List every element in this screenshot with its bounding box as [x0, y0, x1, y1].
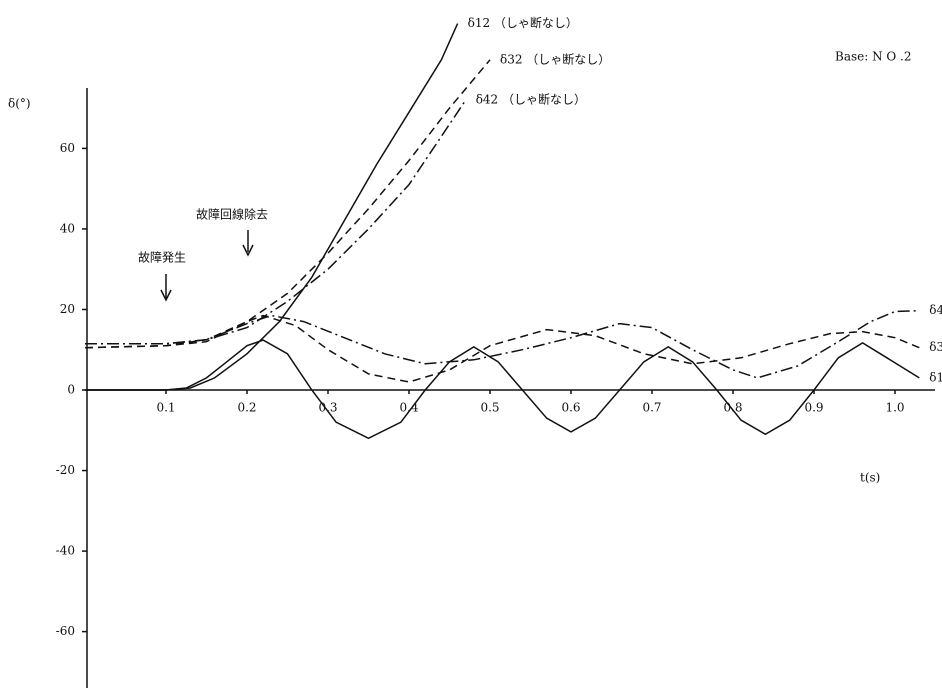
x-tick-label: 0.7 — [642, 401, 661, 415]
y-tick-label: 60 — [60, 141, 75, 155]
arrow — [160, 289, 172, 302]
y-axis-label: δ(°) — [8, 97, 31, 111]
x-tick-label: 0.1 — [156, 401, 175, 415]
y-tick-label: -20 — [56, 463, 75, 477]
series-label: δ42 — [929, 303, 942, 317]
series-line — [85, 339, 920, 440]
chart-title: Base: N O .2 — [835, 50, 912, 64]
x-tick-label: 0.9 — [804, 401, 823, 415]
series-label: δ12 （しゃ断なし） — [468, 15, 578, 30]
annotation: 故障回線除去 — [196, 207, 268, 222]
y-tick-label: -40 — [56, 544, 75, 558]
series-label: δ42 （しゃ断なし） — [476, 92, 586, 107]
series-label: δ12 — [929, 370, 942, 384]
series-line — [85, 99, 467, 345]
x-tick-label: 0.6 — [561, 401, 580, 415]
x-tick-label: 0.5 — [480, 401, 499, 415]
x-tick-label: 0.2 — [237, 401, 256, 415]
y-tick-label: 0 — [67, 383, 75, 397]
series-label: δ32 （しゃ断なし） — [500, 51, 610, 66]
y-tick-label: -60 — [56, 624, 75, 638]
x-tick-label: 1.0 — [885, 401, 904, 415]
y-tick-label: 40 — [60, 221, 75, 235]
series-line — [84, 59, 491, 349]
series-line — [85, 23, 459, 391]
x-axis-label: t(s) — [860, 471, 880, 485]
series-line — [84, 314, 920, 383]
series-label: δ32 — [929, 340, 942, 354]
series-line — [85, 309, 920, 379]
arrow — [242, 244, 254, 257]
annotation: 故障発生 — [138, 250, 186, 265]
y-tick-label: 20 — [60, 302, 75, 316]
